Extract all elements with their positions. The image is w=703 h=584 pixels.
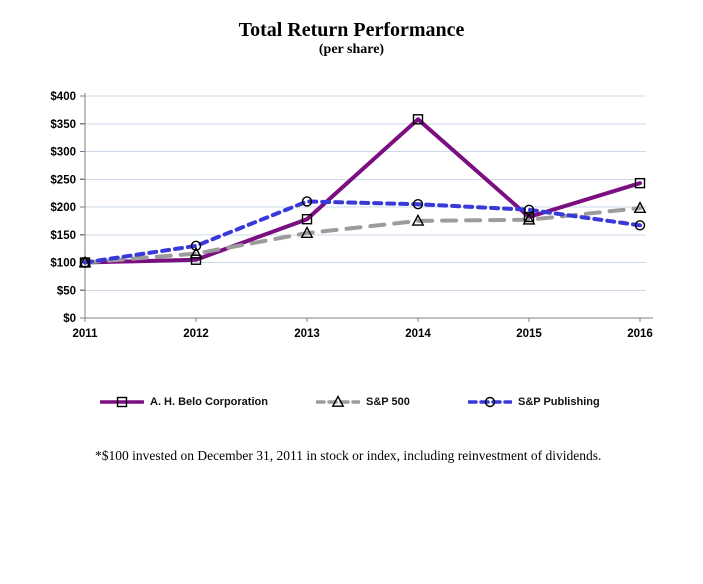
x-axis-label: 2011 bbox=[73, 328, 99, 340]
y-axis-label: $50 bbox=[57, 285, 76, 297]
legend-label: S&P Publishing bbox=[518, 396, 600, 408]
x-axis-label: 2013 bbox=[294, 328, 320, 340]
x-axis-label: 2014 bbox=[405, 328, 431, 340]
marker-triangle bbox=[522, 212, 536, 225]
chart-legend: A. H. Belo Corporation S&P 500 S&P Publish… bbox=[0, 394, 703, 414]
chart-subtitle: (per share) bbox=[318, 42, 385, 57]
chart-footnote: *$100 invested on December 31, 2011 in s… bbox=[95, 448, 602, 463]
x-axis-label: 2012 bbox=[183, 328, 209, 340]
series-line-triangle bbox=[83, 206, 642, 265]
y-axis-label: $350 bbox=[50, 119, 76, 131]
y-axis-label: $400 bbox=[50, 91, 76, 103]
y-axis-label: $100 bbox=[50, 258, 76, 270]
marker-circle bbox=[484, 396, 496, 408]
marker-square bbox=[412, 114, 424, 125]
y-axis-label: $150 bbox=[50, 230, 76, 242]
marker-square bbox=[523, 211, 535, 223]
marker-triangle bbox=[411, 213, 425, 226]
marker-circle bbox=[412, 199, 424, 210]
legend-item-square: A. H. Belo Corporation bbox=[100, 394, 268, 410]
y-axis-label: $200 bbox=[50, 202, 76, 214]
marker-square bbox=[301, 214, 313, 225]
marker-circle bbox=[301, 196, 313, 207]
legend-sample-square-line bbox=[100, 396, 144, 408]
y-axis-label: $250 bbox=[50, 174, 76, 186]
marker-square bbox=[190, 254, 202, 265]
marker-circle bbox=[634, 220, 646, 231]
marker-triangle bbox=[189, 246, 203, 259]
marker-circle bbox=[79, 257, 91, 268]
marker-square bbox=[116, 396, 128, 408]
series-line-square bbox=[83, 117, 642, 265]
legend-item-circle: S&P Publishing bbox=[468, 394, 600, 410]
marker-circle bbox=[190, 240, 202, 252]
marker-triangle bbox=[331, 395, 345, 407]
marker-circle bbox=[523, 204, 535, 215]
legend-sample-triangle-line bbox=[316, 395, 360, 407]
legend-item-triangle: S&P 500 bbox=[316, 394, 410, 410]
y-axis-label: $300 bbox=[50, 147, 76, 159]
legend-sample-circle-line bbox=[468, 396, 512, 408]
chart-title: Total Return Performance bbox=[238, 19, 465, 41]
marker-square bbox=[634, 177, 646, 189]
marker-triangle bbox=[633, 201, 647, 214]
series-line-circle bbox=[83, 199, 642, 265]
marker-triangle bbox=[300, 226, 314, 238]
y-axis-label: $0 bbox=[63, 313, 76, 325]
legend-label: A. H. Belo Corporation bbox=[150, 396, 268, 408]
x-axis-label: 2016 bbox=[627, 328, 653, 340]
legend-label: S&P 500 bbox=[366, 396, 410, 408]
title-block: Total Return Performance (per share) bbox=[0, 19, 703, 58]
x-axis-label: 2015 bbox=[516, 328, 542, 340]
